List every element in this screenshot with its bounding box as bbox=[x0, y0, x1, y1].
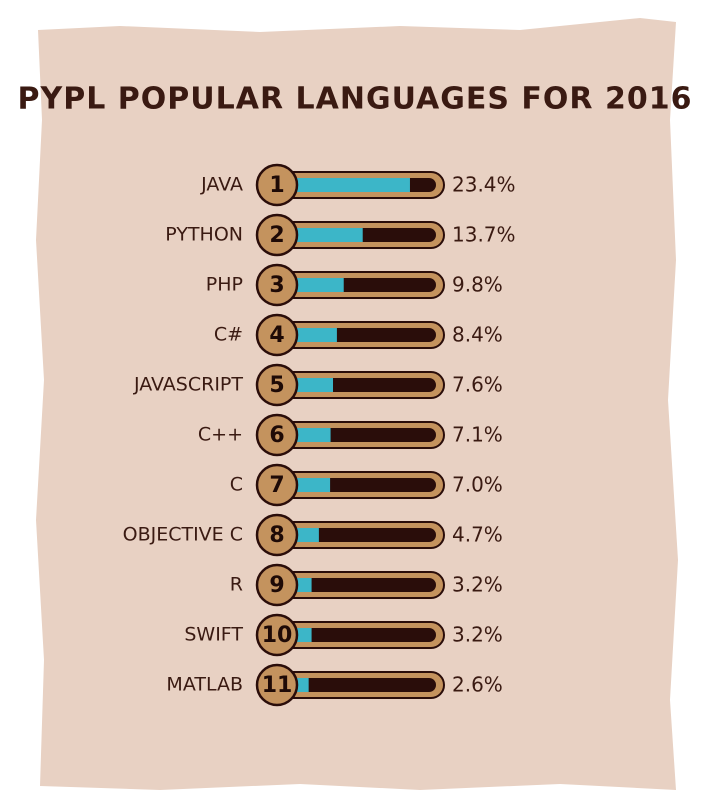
value-label: 8.4% bbox=[452, 323, 503, 347]
rank-label: 11 bbox=[262, 673, 293, 698]
bar-track bbox=[296, 678, 436, 692]
bar-track bbox=[296, 528, 436, 542]
paper-background bbox=[36, 18, 678, 790]
rank-label: 5 bbox=[269, 373, 284, 398]
bar-track bbox=[296, 628, 436, 642]
rank-label: 7 bbox=[269, 473, 284, 498]
rank-label: 10 bbox=[262, 623, 293, 648]
category-label: PHP bbox=[206, 274, 243, 296]
rank-label: 9 bbox=[269, 573, 284, 598]
rank-badge bbox=[255, 513, 299, 557]
value-label: 9.8% bbox=[452, 273, 503, 297]
category-label: PYTHON bbox=[165, 224, 243, 246]
bar bbox=[296, 478, 331, 492]
bar bbox=[296, 178, 410, 192]
category-label: JAVA bbox=[200, 174, 243, 196]
bar bbox=[296, 578, 312, 592]
category-label: C++ bbox=[198, 424, 243, 446]
category-label: C# bbox=[214, 324, 243, 346]
rank-badge bbox=[255, 413, 299, 457]
bar bbox=[296, 678, 309, 692]
bar bbox=[296, 328, 337, 342]
value-label: 2.6% bbox=[452, 673, 503, 697]
rank-badge bbox=[255, 313, 299, 357]
value-label: 23.4% bbox=[452, 173, 516, 197]
rank-label: 1 bbox=[269, 173, 284, 198]
rank-label: 8 bbox=[269, 523, 284, 548]
rank-badge bbox=[255, 363, 299, 407]
rows: JAVA 1 23.4% PYTHON 2 13.7% PHP 3 9.8% C# 4 8.4% JAV… bbox=[123, 163, 516, 707]
category-label: R bbox=[230, 574, 243, 596]
value-label: 7.6% bbox=[452, 373, 503, 397]
category-label: JAVASCRIPT bbox=[133, 374, 243, 396]
bar bbox=[296, 528, 319, 542]
category-label: C bbox=[230, 474, 243, 496]
rank-label: 2 bbox=[269, 223, 284, 248]
rank-badge bbox=[255, 663, 299, 707]
bar bbox=[296, 628, 312, 642]
rank-badge bbox=[255, 563, 299, 607]
value-label: 4.7% bbox=[452, 523, 503, 547]
category-label: OBJECTIVE C bbox=[123, 524, 243, 546]
rank-label: 4 bbox=[269, 323, 284, 348]
value-label: 7.1% bbox=[452, 423, 503, 447]
bar bbox=[296, 278, 344, 292]
rank-badge bbox=[255, 213, 299, 257]
bar bbox=[296, 228, 363, 242]
rank-label: 6 bbox=[269, 423, 284, 448]
chart-title: PYPL POPULAR LANGUAGES FOR 2016 bbox=[18, 82, 693, 117]
value-label: 3.2% bbox=[452, 623, 503, 647]
rank-badge bbox=[255, 613, 299, 657]
bar-track bbox=[296, 578, 436, 592]
bar-track bbox=[296, 478, 436, 492]
category-label: SWIFT bbox=[184, 624, 243, 646]
rank-label: 3 bbox=[269, 273, 284, 298]
bar-track bbox=[296, 428, 436, 442]
rank-badge bbox=[255, 163, 299, 207]
rank-badge bbox=[255, 263, 299, 307]
rank-badge bbox=[255, 463, 299, 507]
value-label: 7.0% bbox=[452, 473, 503, 497]
bar bbox=[296, 378, 334, 392]
value-label: 13.7% bbox=[452, 223, 516, 247]
category-label: MATLAB bbox=[166, 674, 243, 696]
bar bbox=[296, 428, 331, 442]
value-label: 3.2% bbox=[452, 573, 503, 597]
